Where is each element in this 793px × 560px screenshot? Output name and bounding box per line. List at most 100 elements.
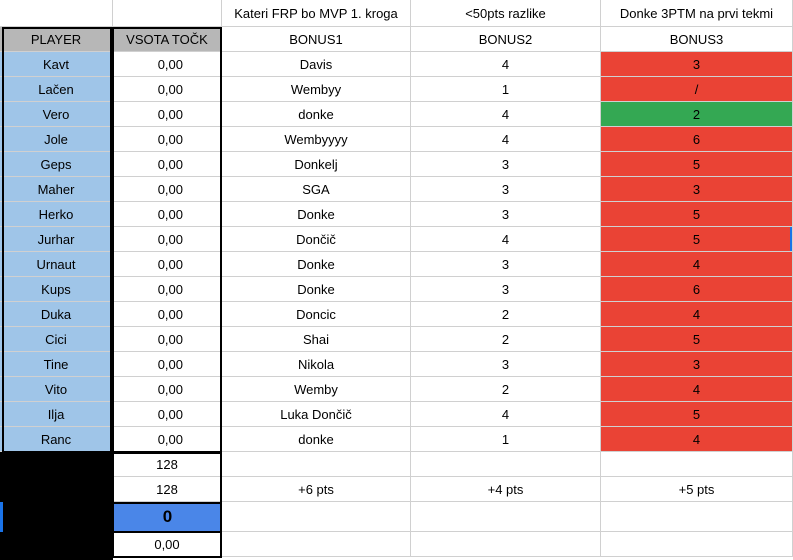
player-name-cell[interactable]: Jurhar — [0, 227, 113, 252]
player-sum-cell[interactable]: 0,00 — [113, 302, 222, 327]
player-name-cell[interactable]: Tine — [0, 352, 113, 377]
bonus2-answer-cell[interactable]: 4 — [411, 102, 601, 127]
player-name-cell[interactable]: Ranc — [0, 427, 113, 452]
bonus2-description[interactable]: <50pts razlike — [411, 0, 601, 27]
bonus1-answer-cell[interactable]: Doncic — [222, 302, 411, 327]
bonus1-header[interactable]: BONUS1 — [222, 27, 411, 52]
bonus1-answer-cell[interactable]: Donke — [222, 202, 411, 227]
bonus2-answer-cell[interactable]: 4 — [411, 402, 601, 427]
bonus3-answer-cell[interactable]: 4 — [601, 377, 793, 402]
bonus1-answer-cell[interactable]: Luka Dončič — [222, 402, 411, 427]
bonus2-answer-cell[interactable]: 3 — [411, 252, 601, 277]
bonus1-answer-cell[interactable]: Dončič — [222, 227, 411, 252]
bonus3-answer-cell[interactable]: / — [601, 77, 793, 102]
bonus3-description[interactable]: Donke 3PTM na prvi tekmi — [601, 0, 793, 27]
player-sum-cell[interactable]: 0,00 — [113, 177, 222, 202]
bonus1-answer-cell[interactable]: Shai — [222, 327, 411, 352]
player-name-cell[interactable]: Jole — [0, 127, 113, 152]
player-sum-cell[interactable]: 0,00 — [113, 152, 222, 177]
bonus3-answer-cell[interactable]: 3 — [601, 352, 793, 377]
footer4-bonus1-empty[interactable] — [222, 532, 411, 557]
player-sum-cell[interactable]: 0,00 — [113, 202, 222, 227]
total-sum-cell-1[interactable]: 128 — [113, 452, 222, 477]
player-sum-cell[interactable]: 0,00 — [113, 77, 222, 102]
bonus1-description[interactable]: Kateri FRP bo MVP 1. kroga — [222, 0, 411, 27]
bonus3-answer-cell[interactable]: 5 — [601, 202, 793, 227]
bonus3-answer-cell[interactable]: 2 — [601, 102, 793, 127]
bonus2-answer-cell[interactable]: 4 — [411, 127, 601, 152]
footer3-bonus3-empty[interactable] — [601, 502, 793, 532]
bonus3-answer-cell[interactable]: 6 — [601, 277, 793, 302]
bonus1-answer-cell[interactable]: Wembyy — [222, 77, 411, 102]
bonus1-answer-cell[interactable]: Nikola — [222, 352, 411, 377]
player-sum-cell[interactable]: 0,00 — [113, 377, 222, 402]
player-name-cell[interactable]: Maher — [0, 177, 113, 202]
last-sum-cell[interactable]: 0,00 — [113, 532, 222, 557]
player-sum-cell[interactable]: 0,00 — [113, 427, 222, 452]
bonus2-answer-cell[interactable]: 3 — [411, 202, 601, 227]
player-name-cell[interactable]: Cici — [0, 327, 113, 352]
player-sum-cell[interactable]: 0,00 — [113, 352, 222, 377]
bonus2-answer-cell[interactable]: 3 — [411, 177, 601, 202]
bonus1-answer-cell[interactable]: Davis — [222, 52, 411, 77]
player-name-cell[interactable]: Kavt — [0, 52, 113, 77]
bonus3-answer-cell[interactable]: 5 — [601, 402, 793, 427]
player-sum-cell[interactable]: 0,00 — [113, 102, 222, 127]
player-sum-cell[interactable]: 0,00 — [113, 277, 222, 302]
player-sum-cell[interactable]: 0,00 — [113, 227, 222, 252]
bonus2-answer-cell[interactable]: 3 — [411, 277, 601, 302]
bonus1-answer-cell[interactable]: donke — [222, 102, 411, 127]
bonus3-answer-cell[interactable]: 3 — [601, 52, 793, 77]
player-column-header[interactable]: PLAYER — [0, 27, 113, 52]
bonus2-answer-cell[interactable]: 3 — [411, 152, 601, 177]
bonus2-answer-cell[interactable]: 3 — [411, 352, 601, 377]
cell-top-empty-b[interactable] — [113, 0, 222, 27]
player-sum-cell[interactable]: 0,00 — [113, 327, 222, 352]
player-name-cell[interactable]: Lačen — [0, 77, 113, 102]
highlighted-score-cell[interactable]: 0 — [113, 502, 222, 532]
footer4-bonus2-empty[interactable] — [411, 532, 601, 557]
player-name-cell[interactable]: Herko — [0, 202, 113, 227]
bonus3-answer-cell[interactable]: 5 — [601, 227, 793, 252]
bonus1-answer-cell[interactable]: SGA — [222, 177, 411, 202]
player-sum-cell[interactable]: 0,00 — [113, 252, 222, 277]
bonus3-header[interactable]: BONUS3 — [601, 27, 793, 52]
bonus2-answer-cell[interactable]: 1 — [411, 77, 601, 102]
bonus1-answer-cell[interactable]: Wemby — [222, 377, 411, 402]
player-sum-cell[interactable]: 0,00 — [113, 52, 222, 77]
bonus2-answer-cell[interactable]: 2 — [411, 377, 601, 402]
bonus3-answer-cell[interactable]: 4 — [601, 302, 793, 327]
footer-bonus1-empty[interactable] — [222, 452, 411, 477]
footer3-bonus2-empty[interactable] — [411, 502, 601, 532]
bonus1-points[interactable]: +6 pts — [222, 477, 411, 502]
footer4-bonus3-empty[interactable] — [601, 532, 793, 557]
bonus2-header[interactable]: BONUS2 — [411, 27, 601, 52]
player-name-cell[interactable]: Vito — [0, 377, 113, 402]
total-sum-cell-2[interactable]: 128 — [113, 477, 222, 502]
bonus1-answer-cell[interactable]: Donke — [222, 252, 411, 277]
bonus3-points[interactable]: +5 pts — [601, 477, 793, 502]
player-name-cell[interactable]: Vero — [0, 102, 113, 127]
bonus1-answer-cell[interactable]: Donke — [222, 277, 411, 302]
player-name-cell[interactable]: Geps — [0, 152, 113, 177]
cell-top-empty-a[interactable] — [0, 0, 113, 27]
bonus1-answer-cell[interactable]: donke — [222, 427, 411, 452]
bonus2-answer-cell[interactable]: 4 — [411, 52, 601, 77]
bonus3-answer-cell[interactable]: 4 — [601, 252, 793, 277]
footer-bonus2-empty[interactable] — [411, 452, 601, 477]
footer3-bonus1-empty[interactable] — [222, 502, 411, 532]
bonus2-answer-cell[interactable]: 2 — [411, 302, 601, 327]
bonus2-answer-cell[interactable]: 4 — [411, 227, 601, 252]
sum-column-header[interactable]: VSOTA TOČK — [113, 27, 222, 52]
bonus3-answer-cell[interactable]: 5 — [601, 152, 793, 177]
footer-bonus3-empty[interactable] — [601, 452, 793, 477]
bonus2-answer-cell[interactable]: 1 — [411, 427, 601, 452]
player-sum-cell[interactable]: 0,00 — [113, 127, 222, 152]
bonus2-answer-cell[interactable]: 2 — [411, 327, 601, 352]
bonus3-answer-cell[interactable]: 4 — [601, 427, 793, 452]
player-name-cell[interactable]: Kups — [0, 277, 113, 302]
bonus2-points[interactable]: +4 pts — [411, 477, 601, 502]
bonus3-answer-cell[interactable]: 5 — [601, 327, 793, 352]
player-name-cell[interactable]: Duka — [0, 302, 113, 327]
bonus1-answer-cell[interactable]: Donkelj — [222, 152, 411, 177]
